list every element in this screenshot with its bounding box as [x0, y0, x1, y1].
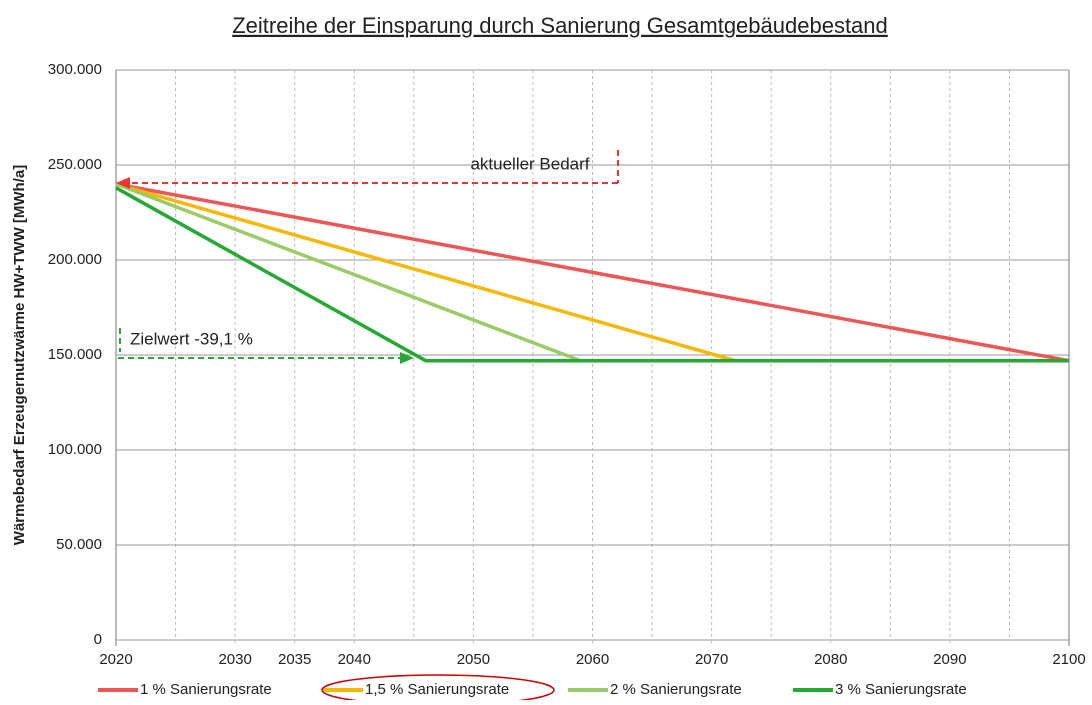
y-tick-label: 100.000	[48, 441, 102, 458]
x-tick-label: 2030	[218, 651, 251, 668]
annotation-text: Zielwert -39,1 %	[130, 329, 253, 348]
y-tick-label: 150.000	[48, 346, 102, 363]
x-tick-label: 2090	[933, 651, 966, 668]
legend-label: 1,5 % Sanierungsrate	[365, 681, 509, 698]
x-tick-label: 2035	[278, 651, 311, 668]
legend-label: 1 % Sanierungsrate	[140, 681, 272, 698]
x-tick-label: 2080	[814, 651, 847, 668]
y-tick-label: 300.000	[48, 61, 102, 78]
y-tick-label: 50.000	[56, 536, 102, 553]
legend: 1 % Sanierungsrate 1,5 % Sanierungsrate 2 …	[98, 681, 967, 698]
arrow-head	[400, 352, 414, 364]
y-tick-label: 250.000	[48, 156, 102, 173]
x-tick-label: 2020	[99, 651, 132, 668]
annotation-current: aktueller Bedarf	[116, 150, 619, 189]
legend-label: 2 % Sanierungsrate	[610, 681, 742, 698]
series-line	[115, 182, 1070, 363]
y-tick-label: 0	[94, 631, 102, 648]
grid: 0 50.000 100.000 150.000 200.000 250.000 300.0…	[48, 61, 1086, 668]
chart-title: Zeitreihe der Einsparung durch Sanierung…	[232, 13, 888, 38]
x-tick-label: 2100	[1052, 651, 1085, 668]
y-tick-label: 200.000	[48, 251, 102, 268]
x-tick-label: 2040	[338, 651, 371, 668]
annotation-target: Zielwert -39,1 %	[118, 328, 414, 364]
x-tick-label: 2070	[695, 651, 728, 668]
x-tick-label: 2050	[457, 651, 490, 668]
highlight-ellipse	[321, 674, 555, 705]
arrow-head	[116, 177, 130, 189]
series-line	[115, 186, 1069, 363]
legend-label: 3 % Sanierungsrate	[835, 681, 967, 698]
y-axis-label: Wärmebedarf Erzeugernutzwärme HW+TWW [MW…	[11, 165, 28, 545]
lines	[115, 182, 1070, 363]
x-tick-label: 2060	[576, 651, 609, 668]
annotation-text: aktueller Bedarf	[470, 154, 589, 173]
